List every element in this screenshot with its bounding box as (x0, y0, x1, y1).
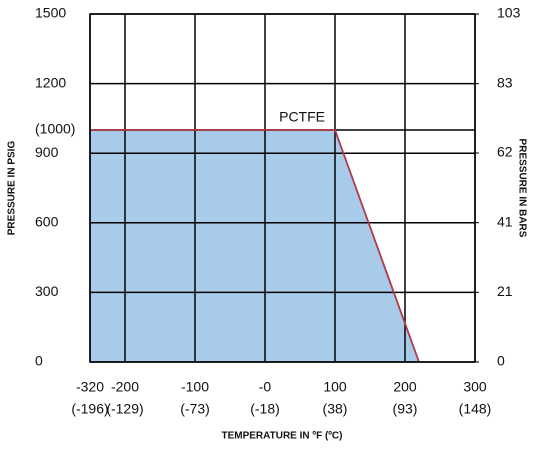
y2-tick-label: 103 (497, 5, 521, 21)
x-axis-label: TEMPERATURE IN ºF (ºC) (221, 431, 342, 442)
series-label: PCTFE (279, 109, 325, 125)
y-tick-label: 1500 (35, 5, 66, 21)
y2-tick-label: 41 (497, 213, 513, 229)
area-fill (90, 130, 419, 362)
y2-axis-label: PRESSURE IN BARS (516, 139, 527, 238)
y2-tick-label: 62 (497, 144, 513, 160)
x-tick-label: -100 (181, 379, 209, 395)
x2-tick-label: (148) (459, 401, 492, 417)
x2-tick-label: (-129) (106, 401, 143, 417)
x-tick-label: -0 (259, 379, 272, 395)
x-tick-label: 300 (463, 379, 487, 395)
x2-tick-label: (93) (393, 401, 418, 417)
y-tick-label: 600 (35, 214, 59, 230)
y-tick-label: 900 (35, 144, 59, 160)
y-tick-label: 300 (35, 283, 59, 299)
line (90, 129, 420, 363)
y-axis-label: PRESSURE IN PSIG (7, 141, 18, 236)
x2-tick-label: (-73) (180, 401, 210, 417)
y-tick-label: (1000) (35, 121, 75, 137)
x-tick-label: -320 (76, 379, 104, 395)
x-tick-label: 200 (393, 379, 417, 395)
y2-tick-label: 83 (497, 74, 513, 90)
y2-tick-label: 0 (497, 353, 505, 369)
y-tick-label: 1200 (35, 74, 66, 90)
y-tick-label: 0 (35, 353, 43, 369)
x2-tick-label: (-18) (250, 401, 280, 417)
x2-tick-label: (-196) (71, 401, 108, 417)
plot-frame (89, 13, 476, 363)
y2-tick-label: 21 (497, 283, 513, 299)
x-tick-label: 100 (323, 379, 347, 395)
x2-tick-label: (38) (323, 401, 348, 417)
x-tick-label: -200 (111, 379, 139, 395)
